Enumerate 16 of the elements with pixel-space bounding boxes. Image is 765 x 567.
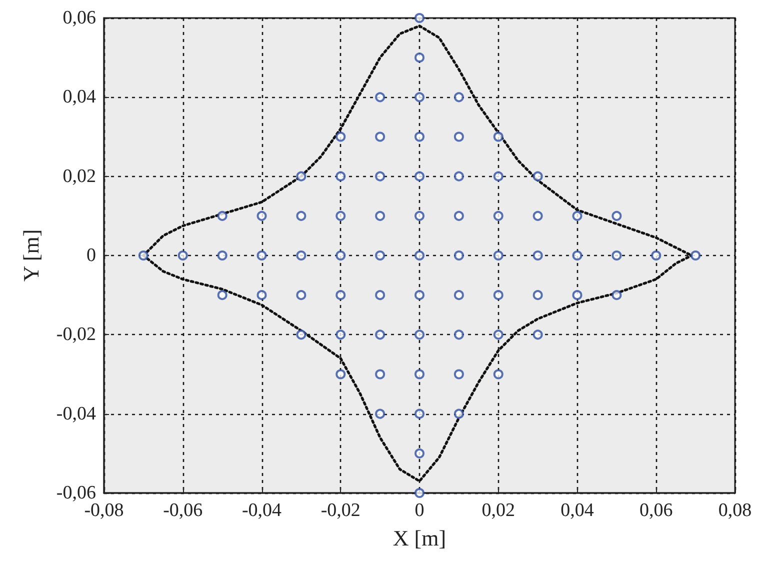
x-tick-label: 0,02 [482, 500, 515, 521]
x-tick-label: 0,06 [640, 500, 673, 521]
y-tick-label: 0 [86, 245, 96, 266]
x-tick-label: -0,06 [163, 500, 203, 521]
y-tick-label: 0,06 [62, 8, 96, 28]
x-tick-label: 0 [414, 500, 424, 521]
x-tick-label: 0,04 [560, 500, 594, 521]
x-tick-label: -0,04 [242, 500, 282, 521]
x-tick-label: 0,08 [718, 500, 752, 521]
y-tick-label: 0,02 [62, 166, 96, 187]
x-axis-title: X [m] [392, 526, 446, 550]
y-tick-label: -0,02 [56, 324, 96, 346]
y-tick-label: -0,04 [56, 403, 96, 424]
x-tick-label: -0,02 [320, 500, 360, 521]
y-tick-label: 0,04 [62, 86, 96, 108]
y-axis-title: Y [m] [18, 229, 44, 282]
